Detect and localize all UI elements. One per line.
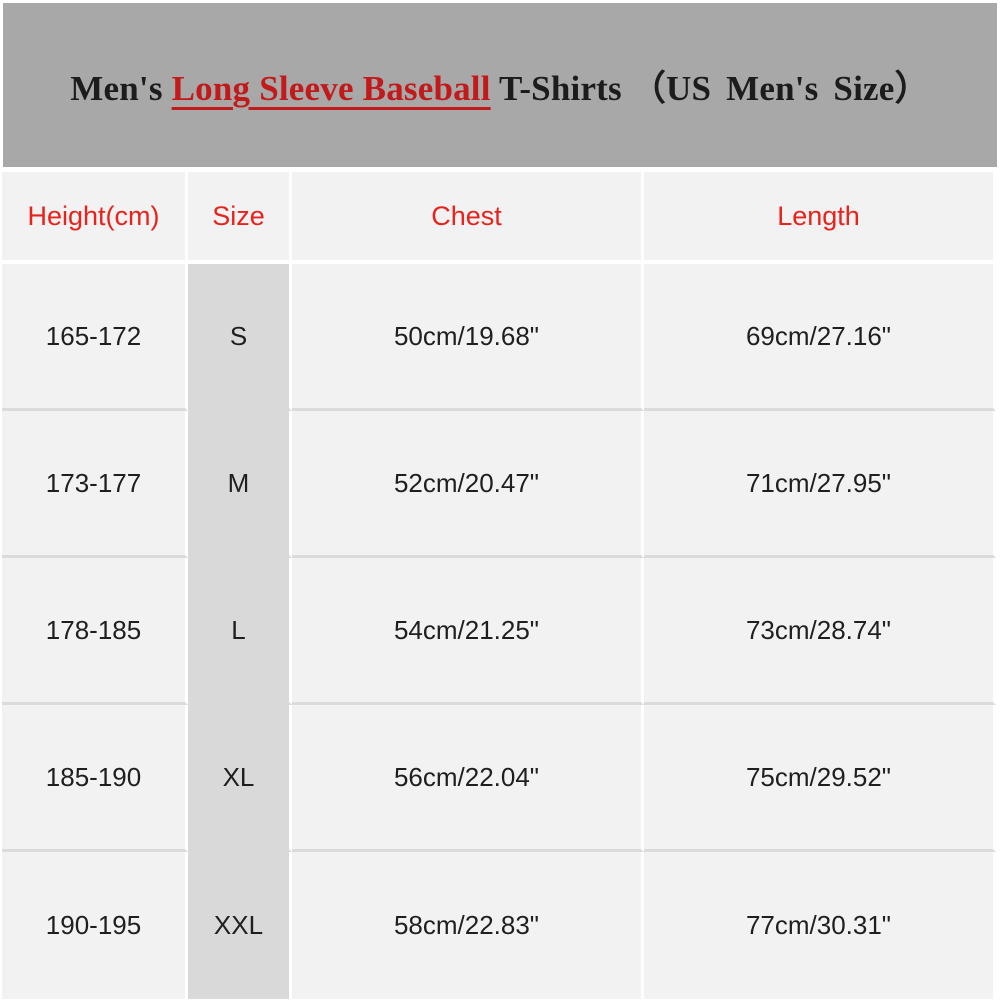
column-header-height: Height(cm): [2, 172, 188, 264]
cell-length-row-5: 77cm/30.31": [644, 852, 996, 999]
cell-chest-row-1: 50cm/19.68": [292, 264, 644, 411]
column-header-size: Size: [188, 172, 292, 264]
cell-length-row-3: 73cm/28.74": [644, 558, 996, 705]
title-product: T-Shirts: [499, 68, 622, 108]
cell-size-row-5: XXL: [188, 852, 292, 999]
cell-height-row-1: 165-172: [2, 264, 188, 411]
cell-length-row-1: 69cm/27.16": [644, 264, 996, 411]
column-header-chest: Chest: [292, 172, 644, 264]
cell-length-row-4: 75cm/29.52": [644, 705, 996, 852]
cell-height-row-4: 185-190: [2, 705, 188, 852]
size-table: Height(cm) Size Chest Length 165-172 S 50c…: [2, 172, 1000, 999]
column-header-length: Length: [644, 172, 996, 264]
cell-height-row-2: 173-177: [2, 411, 188, 558]
cell-size-row-2: M: [188, 411, 292, 558]
cell-chest-row-4: 56cm/22.04": [292, 705, 644, 852]
cell-size-row-3: L: [188, 558, 292, 705]
cell-length-row-2: 71cm/27.95": [644, 411, 996, 558]
cell-size-row-1: S: [188, 264, 292, 411]
title-prefix: Men's: [70, 68, 163, 108]
cell-chest-row-5: 58cm/22.83": [292, 852, 644, 999]
title-region-note: （US Men's Size）: [630, 68, 930, 108]
cell-height-row-3: 178-185: [2, 558, 188, 705]
size-chart-banner: Men's Long Sleeve Baseball T-Shirts （US …: [3, 3, 997, 167]
cell-chest-row-2: 52cm/20.47": [292, 411, 644, 558]
title-highlight: Long Sleeve Baseball: [171, 68, 491, 108]
cell-chest-row-3: 54cm/21.25": [292, 558, 644, 705]
chart-title: Men's Long Sleeve Baseball T-Shirts （US …: [70, 60, 929, 111]
cell-size-row-4: XL: [188, 705, 292, 852]
cell-height-row-5: 190-195: [2, 852, 188, 999]
